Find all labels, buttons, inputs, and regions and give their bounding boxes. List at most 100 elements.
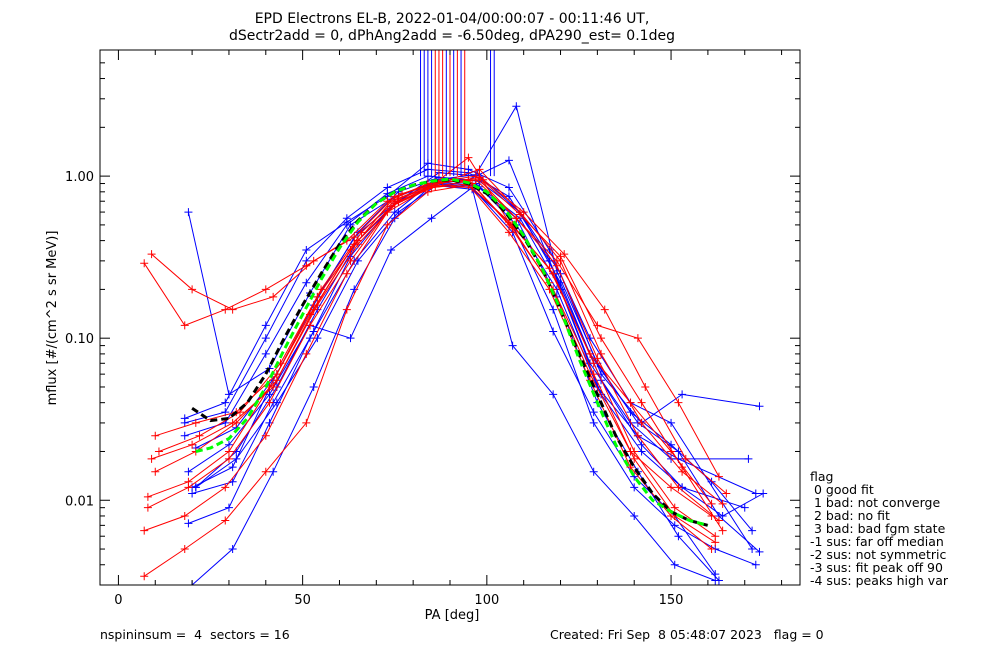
data-point-marker <box>630 447 639 456</box>
data-point-marker <box>154 447 163 456</box>
data-point-marker <box>232 418 241 427</box>
data-point-marker <box>228 463 237 472</box>
footer-left: nspininsum = 4 sectors = 16 <box>100 627 290 642</box>
data-point-marker <box>394 208 403 217</box>
data-point-marker <box>589 359 598 368</box>
data-point-marker <box>516 210 524 219</box>
data-point-marker <box>707 545 716 554</box>
data-point-marker <box>302 418 311 427</box>
y-tick-label: 0.10 <box>65 332 94 347</box>
series-line-red <box>143 184 712 577</box>
data-point-marker <box>748 545 757 554</box>
data-point-marker <box>342 269 351 278</box>
chart-title-line2: dSectr2add = 0, dPhAng2add = -6.50deg, d… <box>229 28 675 44</box>
data-point-marker <box>195 431 204 440</box>
data-point-marker <box>302 246 311 255</box>
data-point-marker <box>140 526 149 535</box>
data-point-marker <box>224 390 233 399</box>
data-point-marker <box>272 398 281 407</box>
data-point-marker <box>434 179 443 188</box>
data-point-marker <box>184 467 193 476</box>
series-line-blue <box>195 176 745 509</box>
data-point-marker <box>504 156 513 165</box>
data-point-marker <box>302 349 311 358</box>
data-point-marker <box>589 408 598 417</box>
data-point-marker <box>755 547 764 556</box>
data-point-marker <box>224 447 233 456</box>
data-point-marker <box>504 183 513 192</box>
data-point-marker <box>188 440 197 449</box>
data-point-marker <box>180 431 189 440</box>
data-point-marker <box>184 519 193 528</box>
data-point-marker <box>309 256 318 265</box>
plot-spike-layer <box>420 50 495 177</box>
data-point-marker <box>261 285 270 294</box>
data-point-marker <box>545 264 554 273</box>
plot-axes: 0 50 100 150 0.01 0.10 1.00 <box>65 49 801 608</box>
data-point-marker <box>147 454 156 463</box>
data-point-marker <box>143 492 152 501</box>
data-point-marker <box>180 511 189 520</box>
data-point-marker <box>236 408 244 417</box>
data-point-marker <box>306 321 314 330</box>
data-point-marker <box>228 545 237 554</box>
series-line-red <box>151 179 720 521</box>
data-point-marker <box>224 503 233 512</box>
data-point-marker <box>221 516 230 525</box>
x-tick-label: 0 <box>114 593 122 608</box>
series-line-blue <box>184 168 749 460</box>
y-tick-label: 1.00 <box>65 170 94 185</box>
data-point-marker <box>224 454 233 463</box>
data-point-marker <box>387 246 396 255</box>
data-point-marker <box>147 250 156 259</box>
data-point-marker <box>390 214 399 223</box>
data-point-marker <box>512 214 521 223</box>
data-point-marker <box>714 472 723 481</box>
x-axis-label: PA [deg] <box>425 608 480 623</box>
data-point-marker <box>637 440 646 449</box>
data-point-marker <box>504 228 513 237</box>
data-point-marker <box>232 454 241 463</box>
data-point-marker <box>394 197 403 206</box>
data-point-marker <box>681 454 690 463</box>
data-point-marker <box>191 418 200 427</box>
data-point-marker <box>630 454 639 463</box>
data-point-marker <box>309 382 318 391</box>
data-point-marker <box>674 532 683 541</box>
legend-item: -3 sus: fit peak off 90 <box>810 560 943 575</box>
fit-curve-green <box>195 177 709 527</box>
data-point-marker <box>383 208 392 217</box>
data-point-marker <box>464 165 473 174</box>
data-point-marker <box>184 483 193 492</box>
data-point-marker <box>597 334 606 343</box>
data-point-marker <box>180 545 189 554</box>
data-point-marker <box>637 398 646 407</box>
data-point-marker <box>556 252 565 261</box>
data-point-marker <box>549 390 558 399</box>
y-axis-label: mflux [#/(cm^2 s sr MeV)] <box>45 231 60 406</box>
data-point-marker <box>748 526 757 535</box>
data-point-marker <box>261 431 270 440</box>
legend-item: 3 bad: bad fgm state <box>810 521 946 536</box>
data-point-marker <box>306 334 314 343</box>
data-point-marker <box>678 390 687 399</box>
series-line-blue <box>188 186 716 581</box>
data-point-marker <box>633 334 642 343</box>
data-point-marker <box>593 354 602 363</box>
data-point-marker <box>718 499 727 508</box>
data-point-marker <box>637 447 646 456</box>
data-point-marker <box>641 382 650 391</box>
series-line-blue <box>184 159 753 531</box>
data-point-marker <box>151 431 160 440</box>
data-point-marker <box>589 467 598 476</box>
data-point-marker <box>140 259 149 268</box>
data-point-marker <box>626 408 635 417</box>
data-point-marker <box>313 301 322 310</box>
data-point-marker <box>597 349 606 358</box>
data-point-marker <box>342 305 351 314</box>
data-point-marker <box>261 334 270 343</box>
legend-item: 0 good fit <box>810 482 874 497</box>
x-tick-label: 50 <box>294 593 311 608</box>
data-point-marker <box>188 285 197 294</box>
data-point-marker <box>722 489 731 498</box>
